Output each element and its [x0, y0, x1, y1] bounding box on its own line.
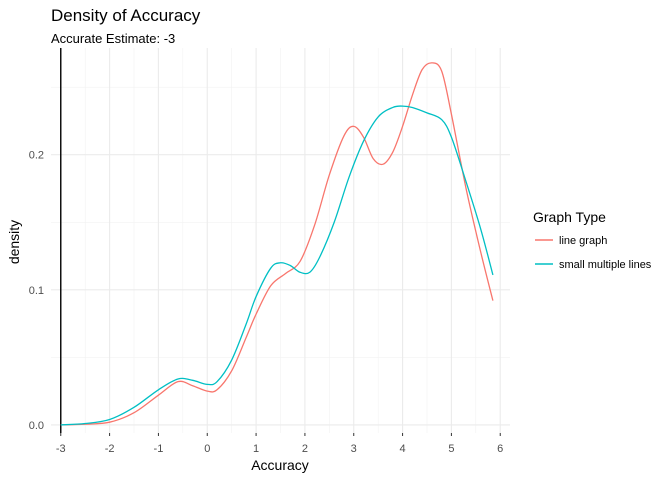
x-tick-label: 6 [497, 443, 503, 455]
y-axis-ticks: 0.0 0.1 0.2 [29, 150, 44, 432]
chart-subtitle: Accurate Estimate: -3 [51, 31, 175, 46]
x-tick-label: 2 [302, 443, 308, 455]
x-tick-label: -3 [56, 443, 66, 455]
x-tick-label: 5 [448, 443, 454, 455]
x-tick-label: -2 [105, 443, 115, 455]
y-tick-label: 0.2 [29, 150, 44, 162]
x-axis-ticks: -3 -2 -1 0 1 2 3 4 5 6 [56, 433, 503, 455]
y-axis-title: density [6, 220, 22, 264]
legend-label: line graph [559, 235, 607, 247]
y-tick-label: 0.1 [29, 285, 44, 297]
series-lines [60, 62, 494, 426]
x-tick-label: 0 [204, 443, 210, 455]
y-tick-label: 0.0 [29, 420, 44, 432]
x-tick-label: 3 [351, 443, 357, 455]
x-tick-label: -1 [154, 443, 164, 455]
chart-title: Density of Accuracy [51, 6, 201, 25]
x-tick-label: 1 [253, 443, 259, 455]
x-tick-label: 4 [400, 443, 406, 455]
legend-label: small multiple lines [559, 259, 652, 271]
legend-title: Graph Type [533, 209, 606, 225]
series-line-line-graph [60, 62, 494, 426]
grid-lines [51, 48, 510, 433]
series-line-small-multiple-lines [60, 105, 494, 426]
x-axis-title: Accuracy [251, 457, 309, 473]
legend: Graph Type line graph small multiple line… [533, 209, 652, 271]
